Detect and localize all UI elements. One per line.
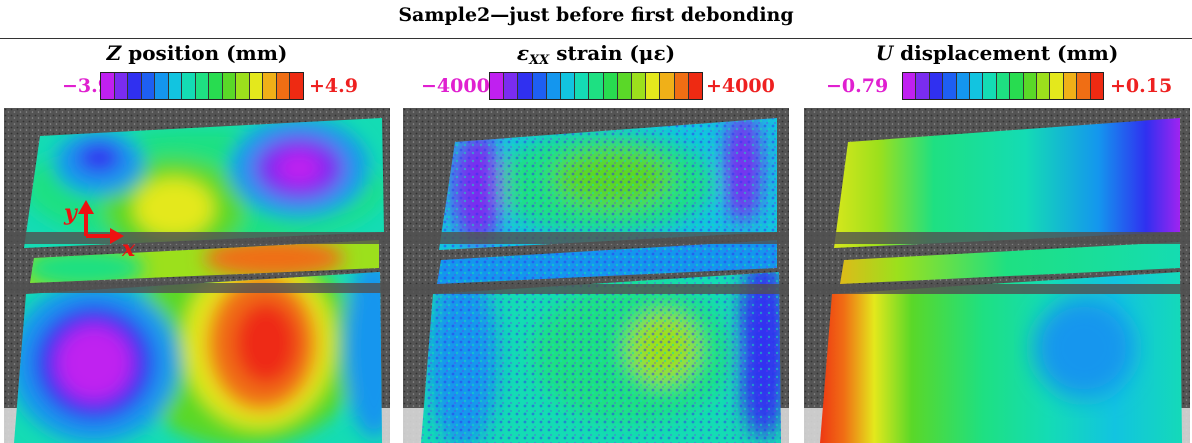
colorbar-swatch	[632, 73, 647, 99]
title-text: strain (με)	[549, 41, 676, 65]
panel-z-position: Z position (mm) −3.9 +4.9	[4, 39, 390, 443]
colorbar-swatch	[263, 73, 277, 99]
colorbar-swatch	[155, 73, 169, 99]
colorbar-swatch	[504, 73, 519, 99]
colorbar-swatch	[532, 73, 547, 99]
colorbar-row: −4000 +4000	[403, 72, 789, 104]
colorbar-swatch	[1090, 73, 1104, 99]
colorbar-swatch	[996, 73, 1011, 99]
colorbar-max-label: +4.9	[309, 75, 358, 97]
colorbar-swatch	[1037, 73, 1051, 99]
colorbar-swatch	[1023, 73, 1038, 99]
panel-title: Z position (mm)	[4, 39, 390, 67]
colorbar-swatch	[490, 73, 505, 99]
colorbar-swatch	[128, 73, 142, 99]
figure-title: Sample2—just before first debonding	[398, 4, 794, 26]
variable-symbol: U	[875, 41, 894, 65]
colorbar-swatch	[646, 73, 661, 99]
colorbar-swatch	[674, 73, 689, 99]
colorbar-swatch	[276, 73, 291, 99]
colorbar-swatch	[589, 73, 604, 99]
colorbar-swatch	[114, 73, 129, 99]
colorbar-swatch	[603, 73, 618, 99]
colorbar-min-label: −0.79	[826, 75, 889, 97]
xy-axis-icon	[78, 200, 124, 244]
colorbar-swatch	[929, 73, 944, 99]
colorbar-swatch	[943, 73, 957, 99]
colorbar-min-label: −4000	[421, 75, 490, 97]
colorbar-swatch	[546, 73, 562, 99]
colorbar-swatch	[101, 73, 115, 99]
colorbar-swatch	[575, 73, 590, 99]
colorbar-min-label: −3.9	[62, 75, 111, 97]
colorbar-swatch	[970, 73, 984, 99]
panel-u-displacement: U displacement (mm) −0.79 +0.15	[804, 39, 1190, 443]
colorbar-swatch	[222, 73, 237, 99]
axis-y-label: y	[63, 200, 79, 226]
variable-symbol: ε	[516, 41, 530, 65]
colorbar-swatch	[249, 73, 264, 99]
colorbar-swatch	[1063, 73, 1078, 99]
axis-x-label: x	[121, 236, 136, 262]
panel-exx-strain: εXX strain (με) −4000 +4000	[403, 39, 789, 443]
dic-image-exx	[403, 108, 789, 443]
colorbar	[489, 72, 703, 100]
title-text: displacement (mm)	[893, 41, 1119, 65]
colorbar	[902, 72, 1104, 100]
colorbar-swatch	[916, 73, 930, 99]
title-rule	[0, 38, 1192, 39]
dic-image-u	[804, 108, 1190, 443]
colorbar-swatch	[195, 73, 210, 99]
colorbar-swatch	[617, 73, 633, 99]
colorbar-swatch	[209, 73, 223, 99]
colorbar-row: −0.79 +0.15	[804, 72, 1190, 104]
colorbar-swatch	[168, 73, 183, 99]
colorbar-swatch	[290, 73, 303, 99]
colorbar-max-label: +0.15	[1110, 75, 1173, 97]
colorbar-swatch	[1077, 73, 1091, 99]
panel-title: U displacement (mm)	[804, 39, 1190, 67]
colorbar-swatch	[182, 73, 196, 99]
variable-subscript: XX	[529, 53, 550, 68]
colorbar-swatch	[561, 73, 576, 99]
colorbar-swatch	[1050, 73, 1064, 99]
colorbar-swatch	[1010, 73, 1024, 99]
colorbar-swatch	[903, 73, 917, 99]
colorbar-max-label: +4000	[706, 75, 775, 97]
colorbar-swatch	[660, 73, 675, 99]
panel-title: εXX strain (με)	[403, 39, 789, 75]
variable-symbol: Z	[106, 41, 122, 65]
colorbar-swatch	[983, 73, 997, 99]
colorbar-swatch	[688, 73, 703, 99]
colorbar-swatch	[141, 73, 156, 99]
colorbar	[100, 72, 304, 100]
dic-image-z: y x	[4, 108, 390, 443]
colorbar-swatch	[518, 73, 533, 99]
colorbar-row: −3.9 +4.9	[4, 72, 390, 104]
colorbar-swatch	[956, 73, 971, 99]
colorbar-swatch	[236, 73, 250, 99]
title-text: position (mm)	[121, 41, 288, 65]
